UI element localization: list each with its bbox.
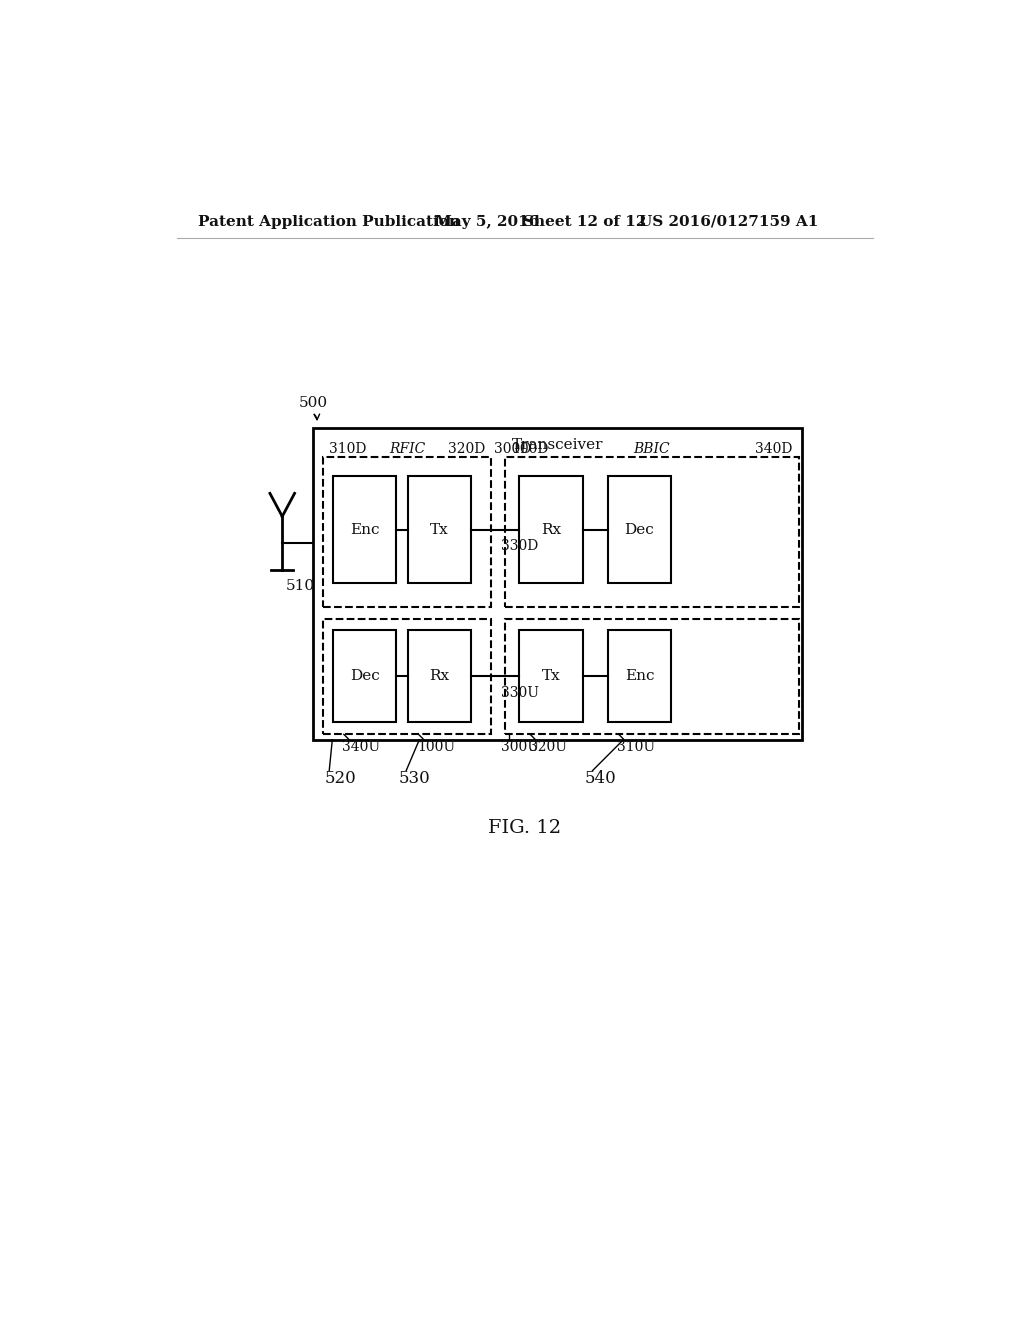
Bar xyxy=(408,475,471,583)
Text: 530: 530 xyxy=(398,770,430,787)
Text: Rx: Rx xyxy=(541,523,561,536)
Text: Enc: Enc xyxy=(350,523,379,536)
Text: 340D: 340D xyxy=(756,442,793,457)
Bar xyxy=(608,630,671,722)
Text: 540: 540 xyxy=(585,770,616,787)
Bar xyxy=(313,428,802,739)
Text: 330U: 330U xyxy=(501,686,539,700)
Text: Tx: Tx xyxy=(542,669,560,682)
Text: FIG. 12: FIG. 12 xyxy=(488,820,561,837)
Text: 340U: 340U xyxy=(342,741,381,755)
Text: 330D: 330D xyxy=(501,540,539,553)
Bar xyxy=(323,457,490,607)
Text: May 5, 2016: May 5, 2016 xyxy=(435,215,539,228)
Text: Dec: Dec xyxy=(350,669,380,682)
Text: Transceiver: Transceiver xyxy=(512,438,603,451)
Text: Tx: Tx xyxy=(430,523,449,536)
Text: 100D: 100D xyxy=(511,442,548,457)
Bar xyxy=(408,630,471,722)
Text: Sheet 12 of 12: Sheet 12 of 12 xyxy=(523,215,646,228)
Bar xyxy=(519,475,583,583)
Text: US 2016/0127159 A1: US 2016/0127159 A1 xyxy=(639,215,818,228)
Bar xyxy=(608,475,671,583)
Text: 310U: 310U xyxy=(617,741,655,755)
Bar xyxy=(505,619,799,734)
Bar xyxy=(505,457,799,607)
Text: 500: 500 xyxy=(298,396,328,411)
Bar xyxy=(323,619,490,734)
Bar xyxy=(333,630,396,722)
Text: BBIC: BBIC xyxy=(634,442,670,457)
Text: 300U: 300U xyxy=(501,741,539,755)
Text: Enc: Enc xyxy=(625,669,654,682)
Bar xyxy=(519,630,583,722)
Text: Rx: Rx xyxy=(429,669,450,682)
Bar xyxy=(333,475,396,583)
Text: 300D: 300D xyxy=(494,442,531,457)
Text: 520: 520 xyxy=(325,770,356,787)
Text: 320D: 320D xyxy=(447,442,484,457)
Text: Dec: Dec xyxy=(625,523,654,536)
Text: 320U: 320U xyxy=(528,741,566,755)
Text: 100U: 100U xyxy=(417,741,455,755)
Text: 510: 510 xyxy=(286,578,315,593)
Text: Patent Application Publication: Patent Application Publication xyxy=(199,215,461,228)
Text: 310D: 310D xyxy=(330,442,367,457)
Text: RFIC: RFIC xyxy=(389,442,425,457)
